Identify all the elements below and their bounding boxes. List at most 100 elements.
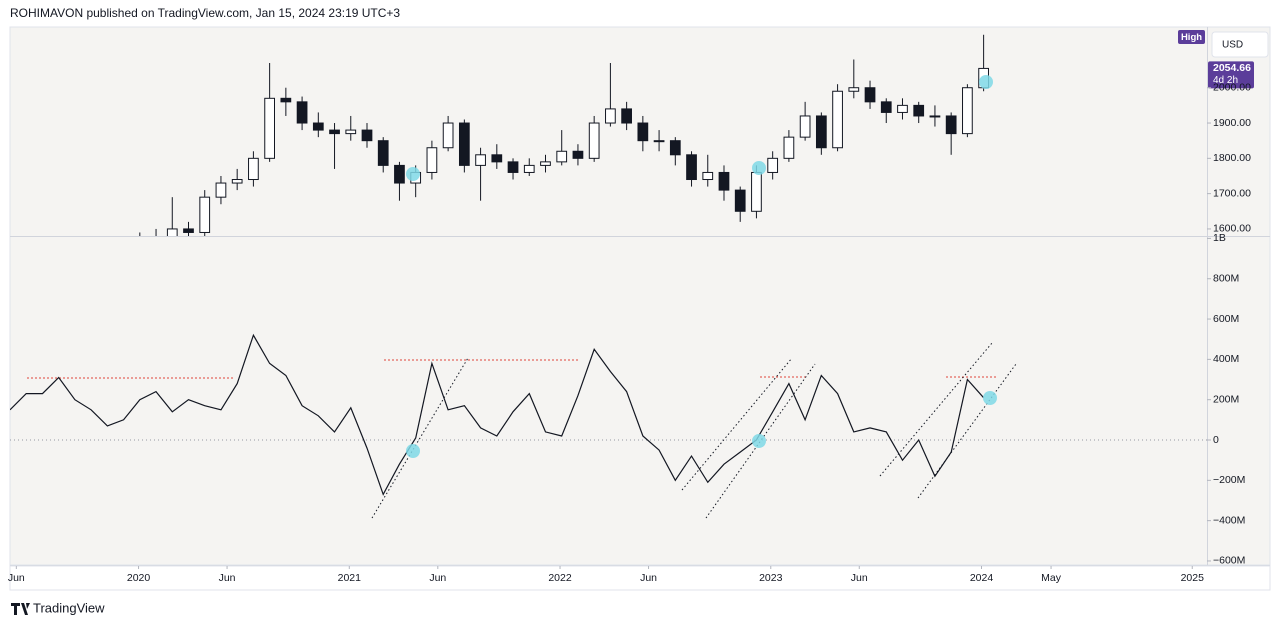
candle-body (296, 101, 308, 124)
candle-body (767, 157, 779, 173)
y-tick-label: 2000.00 (1213, 82, 1251, 94)
logo-icon (11, 603, 30, 615)
candle-body (718, 171, 730, 191)
candle-body (929, 115, 941, 118)
candle-body (751, 171, 762, 212)
candle-body (215, 182, 227, 198)
y-tick-label: −200M (1213, 474, 1245, 486)
x-tick-label: Jun (219, 572, 236, 584)
candle-body (166, 228, 178, 236)
candle-body (848, 87, 860, 92)
candle-body (799, 115, 811, 138)
candle-body (231, 179, 243, 184)
highlight-circle (983, 391, 997, 405)
candle-body (621, 108, 632, 124)
x-tick-label: 2023 (759, 572, 783, 584)
high-badge (1178, 30, 1205, 44)
candle-body (280, 97, 292, 103)
x-tick-label: Jun (851, 572, 868, 584)
chart-frame (9, 26, 1271, 566)
trend-line (705, 363, 816, 519)
y-tick-label: −400M (1213, 514, 1245, 526)
x-tick-label: Jun (8, 572, 25, 584)
candle-body (183, 228, 194, 233)
y-tick-label: 400M (1213, 353, 1239, 365)
x-tick-label: Jun (640, 572, 657, 584)
candle-body (345, 129, 357, 135)
candle-body (507, 161, 519, 173)
x-tick-label: May (1041, 572, 1062, 584)
candle-body (572, 150, 584, 159)
highlight-circle (752, 434, 766, 448)
candle-body (880, 101, 892, 113)
x-tick-label: 2021 (338, 572, 362, 584)
y-tick-label: 1B (1213, 232, 1226, 244)
x-tick-label: 2024 (970, 572, 994, 584)
currency-button[interactable] (1211, 31, 1269, 58)
candle-body (458, 122, 470, 166)
candle-body (540, 161, 551, 166)
highlight-circle (979, 75, 993, 89)
candle-body (815, 115, 827, 149)
level-lines (27, 359, 998, 379)
countdown-label: 4d 2h (1213, 75, 1238, 86)
trend-line (681, 357, 793, 491)
candle-body (783, 136, 795, 159)
indicator-pane (10, 333, 1207, 519)
footer-brand: TradingView (33, 600, 105, 615)
candle-body (361, 129, 373, 142)
candle-body (669, 140, 681, 156)
candle-body (913, 104, 925, 117)
candle-body (523, 164, 535, 173)
candle-body (491, 154, 503, 163)
candle-body (864, 87, 876, 103)
candle-body (329, 129, 340, 135)
candle-body (588, 122, 600, 159)
candle-body (426, 147, 438, 173)
header-title: ROHIMAVON published on TradingView.com, … (10, 6, 400, 20)
candle-body (734, 189, 746, 212)
indicator-line (10, 333, 985, 496)
trend-line (371, 357, 469, 519)
candle-body (199, 196, 211, 233)
y-tick-label: 200M (1213, 393, 1239, 405)
candle-body (962, 87, 973, 135)
candle-body (897, 104, 908, 113)
candle-body (377, 140, 389, 166)
last-price-label: 2054.66 (1213, 62, 1251, 74)
highlight-circle (752, 161, 766, 175)
candle-body (442, 122, 454, 149)
y-tick-label: −600M (1213, 555, 1245, 567)
y-tick-label: 0 (1213, 434, 1219, 446)
x-tick-label: Jun (429, 572, 446, 584)
candle-body (637, 122, 649, 142)
candle-body (605, 108, 616, 124)
highlights (406, 75, 997, 458)
candle-body (832, 90, 843, 149)
candle-body (702, 171, 714, 181)
candle-body (686, 154, 697, 181)
footer-logo: TradingView (11, 600, 105, 615)
y-tick-label: 1900.00 (1213, 117, 1251, 129)
candle-body (394, 164, 405, 184)
x-tick-label: 2022 (548, 572, 572, 584)
candle-body (475, 154, 486, 166)
time-axis (9, 565, 1271, 591)
x-tick-label: 2025 (1181, 572, 1205, 584)
x-tick-label: 2020 (127, 572, 151, 584)
highlight-circle (406, 444, 420, 458)
candle-body (264, 97, 275, 159)
currency-label: USD (1222, 40, 1243, 51)
y-tick-label: 1700.00 (1213, 187, 1251, 199)
y-tick-label: 800M (1213, 273, 1239, 285)
candle-body (248, 157, 259, 181)
high-badge-label: High (1181, 32, 1202, 43)
highlight-circle (406, 167, 420, 181)
candle-body (653, 140, 665, 143)
y-tick-label: 1800.00 (1213, 152, 1251, 164)
candle-body (945, 115, 957, 135)
y-tick-label: 1600.00 (1213, 223, 1251, 235)
last-price-box (1208, 61, 1254, 89)
